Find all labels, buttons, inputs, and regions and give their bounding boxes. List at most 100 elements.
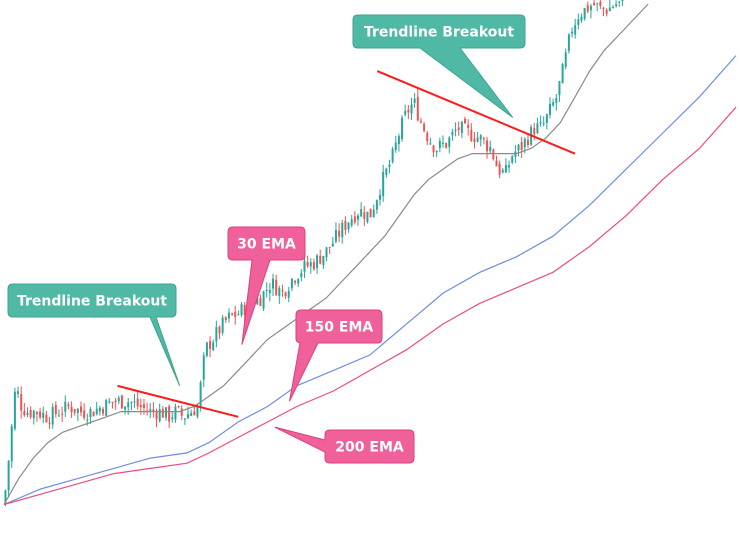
candle-body xyxy=(435,150,438,153)
candle-body xyxy=(136,398,139,407)
candle-body xyxy=(589,6,592,11)
candle-body xyxy=(13,391,16,429)
candle-body xyxy=(300,272,303,278)
candle-body xyxy=(215,327,218,342)
candle-body xyxy=(127,402,130,408)
candle-body xyxy=(476,137,479,142)
candle-body xyxy=(492,149,495,160)
candle-body xyxy=(105,400,108,416)
candle-body xyxy=(397,136,400,145)
candle-body xyxy=(73,409,76,413)
candle-body xyxy=(32,410,35,419)
candle-body xyxy=(209,341,212,350)
callout-label-3: 30 EMA xyxy=(237,237,296,253)
candle-body xyxy=(325,247,328,258)
candle-body xyxy=(508,165,511,168)
candle-body xyxy=(382,172,385,197)
candle-body xyxy=(369,208,372,218)
callout-label-2: Trendline Breakout xyxy=(364,25,514,41)
candle-body xyxy=(498,163,501,175)
candle-body xyxy=(183,418,186,420)
candle-body xyxy=(284,292,287,297)
candle-body xyxy=(48,422,51,424)
candle-body xyxy=(20,394,23,411)
candle-body xyxy=(275,279,278,296)
candle-body xyxy=(164,407,167,418)
candle-body xyxy=(385,168,388,176)
candle-body xyxy=(95,408,98,415)
trendlines xyxy=(117,70,576,418)
candle-body xyxy=(542,123,545,125)
candle-body xyxy=(489,147,492,152)
candle-body xyxy=(86,419,89,421)
candle-body xyxy=(523,138,526,148)
candle-body xyxy=(290,278,293,289)
candle-body xyxy=(155,412,158,420)
candle-body xyxy=(338,230,341,237)
candle-body xyxy=(577,19,580,25)
candle-body xyxy=(171,417,174,420)
candle-body xyxy=(202,355,205,380)
callout-shape-1 xyxy=(7,283,181,387)
candle-body xyxy=(372,209,375,217)
candlestick-series xyxy=(4,0,624,507)
candle-body xyxy=(45,414,48,423)
candle-body xyxy=(120,395,123,409)
candle-body xyxy=(240,304,243,316)
candle-body xyxy=(76,408,79,413)
candle-body xyxy=(520,142,523,150)
candle-body xyxy=(117,397,120,402)
candle-body xyxy=(555,97,558,103)
candle-body xyxy=(80,406,83,413)
candle-body xyxy=(564,52,567,67)
candle-body xyxy=(17,391,20,394)
trendline-2 xyxy=(376,70,576,155)
candle-body xyxy=(199,382,202,407)
candle-body xyxy=(39,411,42,418)
candle-body xyxy=(580,16,583,21)
candle-body xyxy=(350,219,353,226)
candle-body xyxy=(281,290,284,292)
candle-body xyxy=(4,490,7,505)
candle-body xyxy=(29,409,32,418)
callout-shape-3 xyxy=(227,226,306,345)
candle-body xyxy=(511,156,514,163)
candle-body xyxy=(419,120,422,123)
candle-body xyxy=(454,129,457,131)
candle-body xyxy=(331,243,334,247)
candle-body xyxy=(404,110,407,115)
candle-body xyxy=(67,404,70,407)
candle-body xyxy=(287,290,290,298)
callout-label-4: 150 EMA xyxy=(305,320,374,336)
candle-body xyxy=(187,414,190,419)
candle-body xyxy=(504,165,507,173)
candle-body xyxy=(479,135,482,140)
candle-body xyxy=(70,406,73,412)
candle-body xyxy=(227,312,230,319)
candle-body xyxy=(168,406,171,422)
candle-body xyxy=(83,410,86,418)
candle-body xyxy=(268,289,271,294)
callout-shape-4 xyxy=(288,309,383,402)
callout-label-5: 200 EMA xyxy=(335,440,404,456)
candle-body xyxy=(360,209,363,217)
callout-shape-5 xyxy=(274,426,415,464)
candle-body xyxy=(618,1,621,3)
candle-body xyxy=(303,260,306,272)
candle-body xyxy=(413,98,416,103)
candle-body xyxy=(501,169,504,173)
candle-body xyxy=(586,5,589,12)
candle-body xyxy=(379,195,382,200)
candle-body xyxy=(445,143,448,148)
candle-body xyxy=(272,278,275,289)
callout-label-1: Trendline Breakout xyxy=(17,294,167,310)
candle-body xyxy=(423,123,426,132)
candle-body xyxy=(130,402,133,404)
candle-body xyxy=(441,142,444,144)
ema-line-30-ema xyxy=(3,3,649,505)
candle-body xyxy=(495,160,498,167)
candle-body xyxy=(464,118,467,124)
candle-body xyxy=(394,142,397,151)
candle-body xyxy=(61,413,64,415)
candle-body xyxy=(224,317,227,320)
